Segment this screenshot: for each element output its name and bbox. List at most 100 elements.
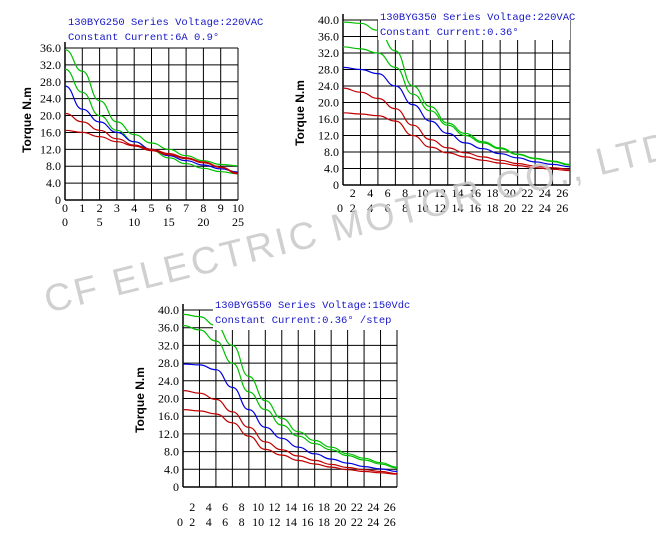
x-tick-label: 4 xyxy=(367,186,373,200)
x-tick-label: 16 xyxy=(301,515,313,529)
y-tick-label: 20.0 xyxy=(40,109,61,123)
y-axis-label: Torque N.m xyxy=(133,367,147,433)
y-tick-label: 40.0 xyxy=(318,13,339,27)
torque-curve-series-4 xyxy=(64,112,239,174)
y-tick-label: 12.0 xyxy=(318,129,339,143)
grid xyxy=(182,309,398,488)
x-tick-label: 6 xyxy=(222,500,228,514)
x-tick-label: 20 xyxy=(334,500,346,514)
y-tick-label: 4.0 xyxy=(46,176,61,190)
x-tick-label: 8 xyxy=(402,186,408,200)
y-tick-label: 36.0 xyxy=(40,41,61,55)
info-box-background xyxy=(213,296,403,330)
x-tick-label: 12 xyxy=(434,201,446,215)
x-tick-label: 4 xyxy=(206,500,212,514)
x-tick-label: 18 xyxy=(486,186,498,200)
x-tick-label: 10 xyxy=(128,215,140,229)
x-tick-label: 26 xyxy=(384,515,396,529)
torque-curve-series-4 xyxy=(342,87,571,170)
x-tick-label: 24 xyxy=(539,186,551,200)
y-tick-label: 28.0 xyxy=(158,356,179,370)
x-tick-label: 22 xyxy=(351,500,363,514)
x-tick-label: 26 xyxy=(384,500,396,514)
torque-curve-series-3 xyxy=(342,66,571,168)
torque-curve-series-5 xyxy=(182,409,398,475)
chart-2: 0 4.0 8.0 12.0 16.0 20.0 24.0 28.0 32.0 36.0 40.0 2… xyxy=(293,8,575,215)
torque-curve-series-1 xyxy=(182,313,398,468)
x-tick-label: 6 xyxy=(385,186,391,200)
x-tick-label: 26 xyxy=(556,186,568,200)
y-tick-label: 16.0 xyxy=(40,125,61,139)
x-tick-label: 0 xyxy=(62,215,68,229)
x-tick-label: 10 xyxy=(252,515,264,529)
chart-subtitle: Constant Current:0.36° xyxy=(380,27,519,39)
x-tick-label: 18 xyxy=(318,515,330,529)
x-tick-label: 20 xyxy=(504,186,516,200)
x-tick-label: 4 xyxy=(131,201,137,215)
y-tick-label: 0 xyxy=(55,193,61,207)
x-tick-label: 16 xyxy=(469,186,481,200)
x-tick-label: 2 xyxy=(350,201,356,215)
x-tick-label: 0 xyxy=(62,201,68,215)
x-tick-label: 22 xyxy=(521,201,533,215)
x-tick-label: 1 xyxy=(79,201,85,215)
x-tick-label: 22 xyxy=(351,515,363,529)
chart-subtitle: Constant Current:0.36° /step xyxy=(215,315,391,327)
torque-curve-series-5 xyxy=(342,112,571,172)
y-tick-label: 4.0 xyxy=(164,462,179,476)
x-tick-label: 24 xyxy=(367,515,379,529)
x-tick-label: 24 xyxy=(367,500,379,514)
x-tick-label: 25 xyxy=(232,215,244,229)
chart-title: 130BYG350 Series Voltage:220VAC xyxy=(380,12,575,24)
y-tick-label: 36.0 xyxy=(158,321,179,335)
y-tick-label: 32.0 xyxy=(40,58,61,72)
x-tick-label: 18 xyxy=(486,201,498,215)
y-tick-label: 28.0 xyxy=(40,75,61,89)
x-tick-label: 18 xyxy=(318,500,330,514)
y-tick-label: 16.0 xyxy=(318,112,339,126)
x-tick-label: 14 xyxy=(285,500,297,514)
torque-curve-series-2 xyxy=(182,324,398,469)
x-tick-label: 12 xyxy=(434,186,446,200)
x-tick-label: 2 xyxy=(97,201,103,215)
x-tick-label: 14 xyxy=(285,515,297,529)
x-tick-label: 20 xyxy=(334,515,346,529)
series-info-box: 130BYG550 Series Voltage:150Vdc Constant … xyxy=(213,296,410,330)
x-tick-label: 10 xyxy=(417,201,429,215)
x-tick-label: 2 xyxy=(350,186,356,200)
torque-curve-series-1 xyxy=(342,21,571,165)
y-tick-label: 8.0 xyxy=(46,159,61,173)
x-tick-label: 6 xyxy=(385,201,391,215)
y-tick-label: 36.0 xyxy=(318,30,339,44)
torque-curve-series-2 xyxy=(342,46,571,166)
x-tick-label: 12 xyxy=(269,515,281,529)
torque-curve-series-4 xyxy=(182,389,398,475)
y-axis-label: Torque N.m xyxy=(20,87,34,153)
x-tick-label: 10 xyxy=(417,186,429,200)
x-tick-label: 9 xyxy=(218,201,224,215)
series-info-box: 130BYG250 Series Voltage:220VAC Constant … xyxy=(66,13,263,46)
x-tick-label: 8 xyxy=(200,201,206,215)
x-tick-label: 7 xyxy=(183,201,189,215)
chart-1: 04.08.012.016.020.024.028.032.036.00 1 2 3 4… xyxy=(20,13,263,229)
x-tick-label: 16 xyxy=(301,500,313,514)
y-tick-label: 40.0 xyxy=(158,303,179,317)
y-tick-label: 0 xyxy=(333,178,339,192)
y-tick-label: 28.0 xyxy=(318,63,339,77)
y-axis-label: Torque N.m xyxy=(293,80,307,146)
x-tick-label: 0 xyxy=(337,201,343,215)
x-tick-label: 5 xyxy=(149,201,155,215)
y-tick-label: 16.0 xyxy=(158,409,179,423)
x-tick-label: 10 xyxy=(252,500,264,514)
y-tick-label: 24.0 xyxy=(40,92,61,106)
chart-subtitle: Constant Current:6A 0.9° xyxy=(68,32,219,44)
x-tick-label: 20 xyxy=(197,215,209,229)
x-tick-label: 15 xyxy=(163,215,175,229)
x-tick-label: 8 xyxy=(239,515,245,529)
torque-curve-series-3 xyxy=(182,363,398,473)
y-tick-label: 0 xyxy=(173,480,179,494)
info-box-background xyxy=(378,8,570,40)
y-tick-label: 12.0 xyxy=(40,142,61,156)
